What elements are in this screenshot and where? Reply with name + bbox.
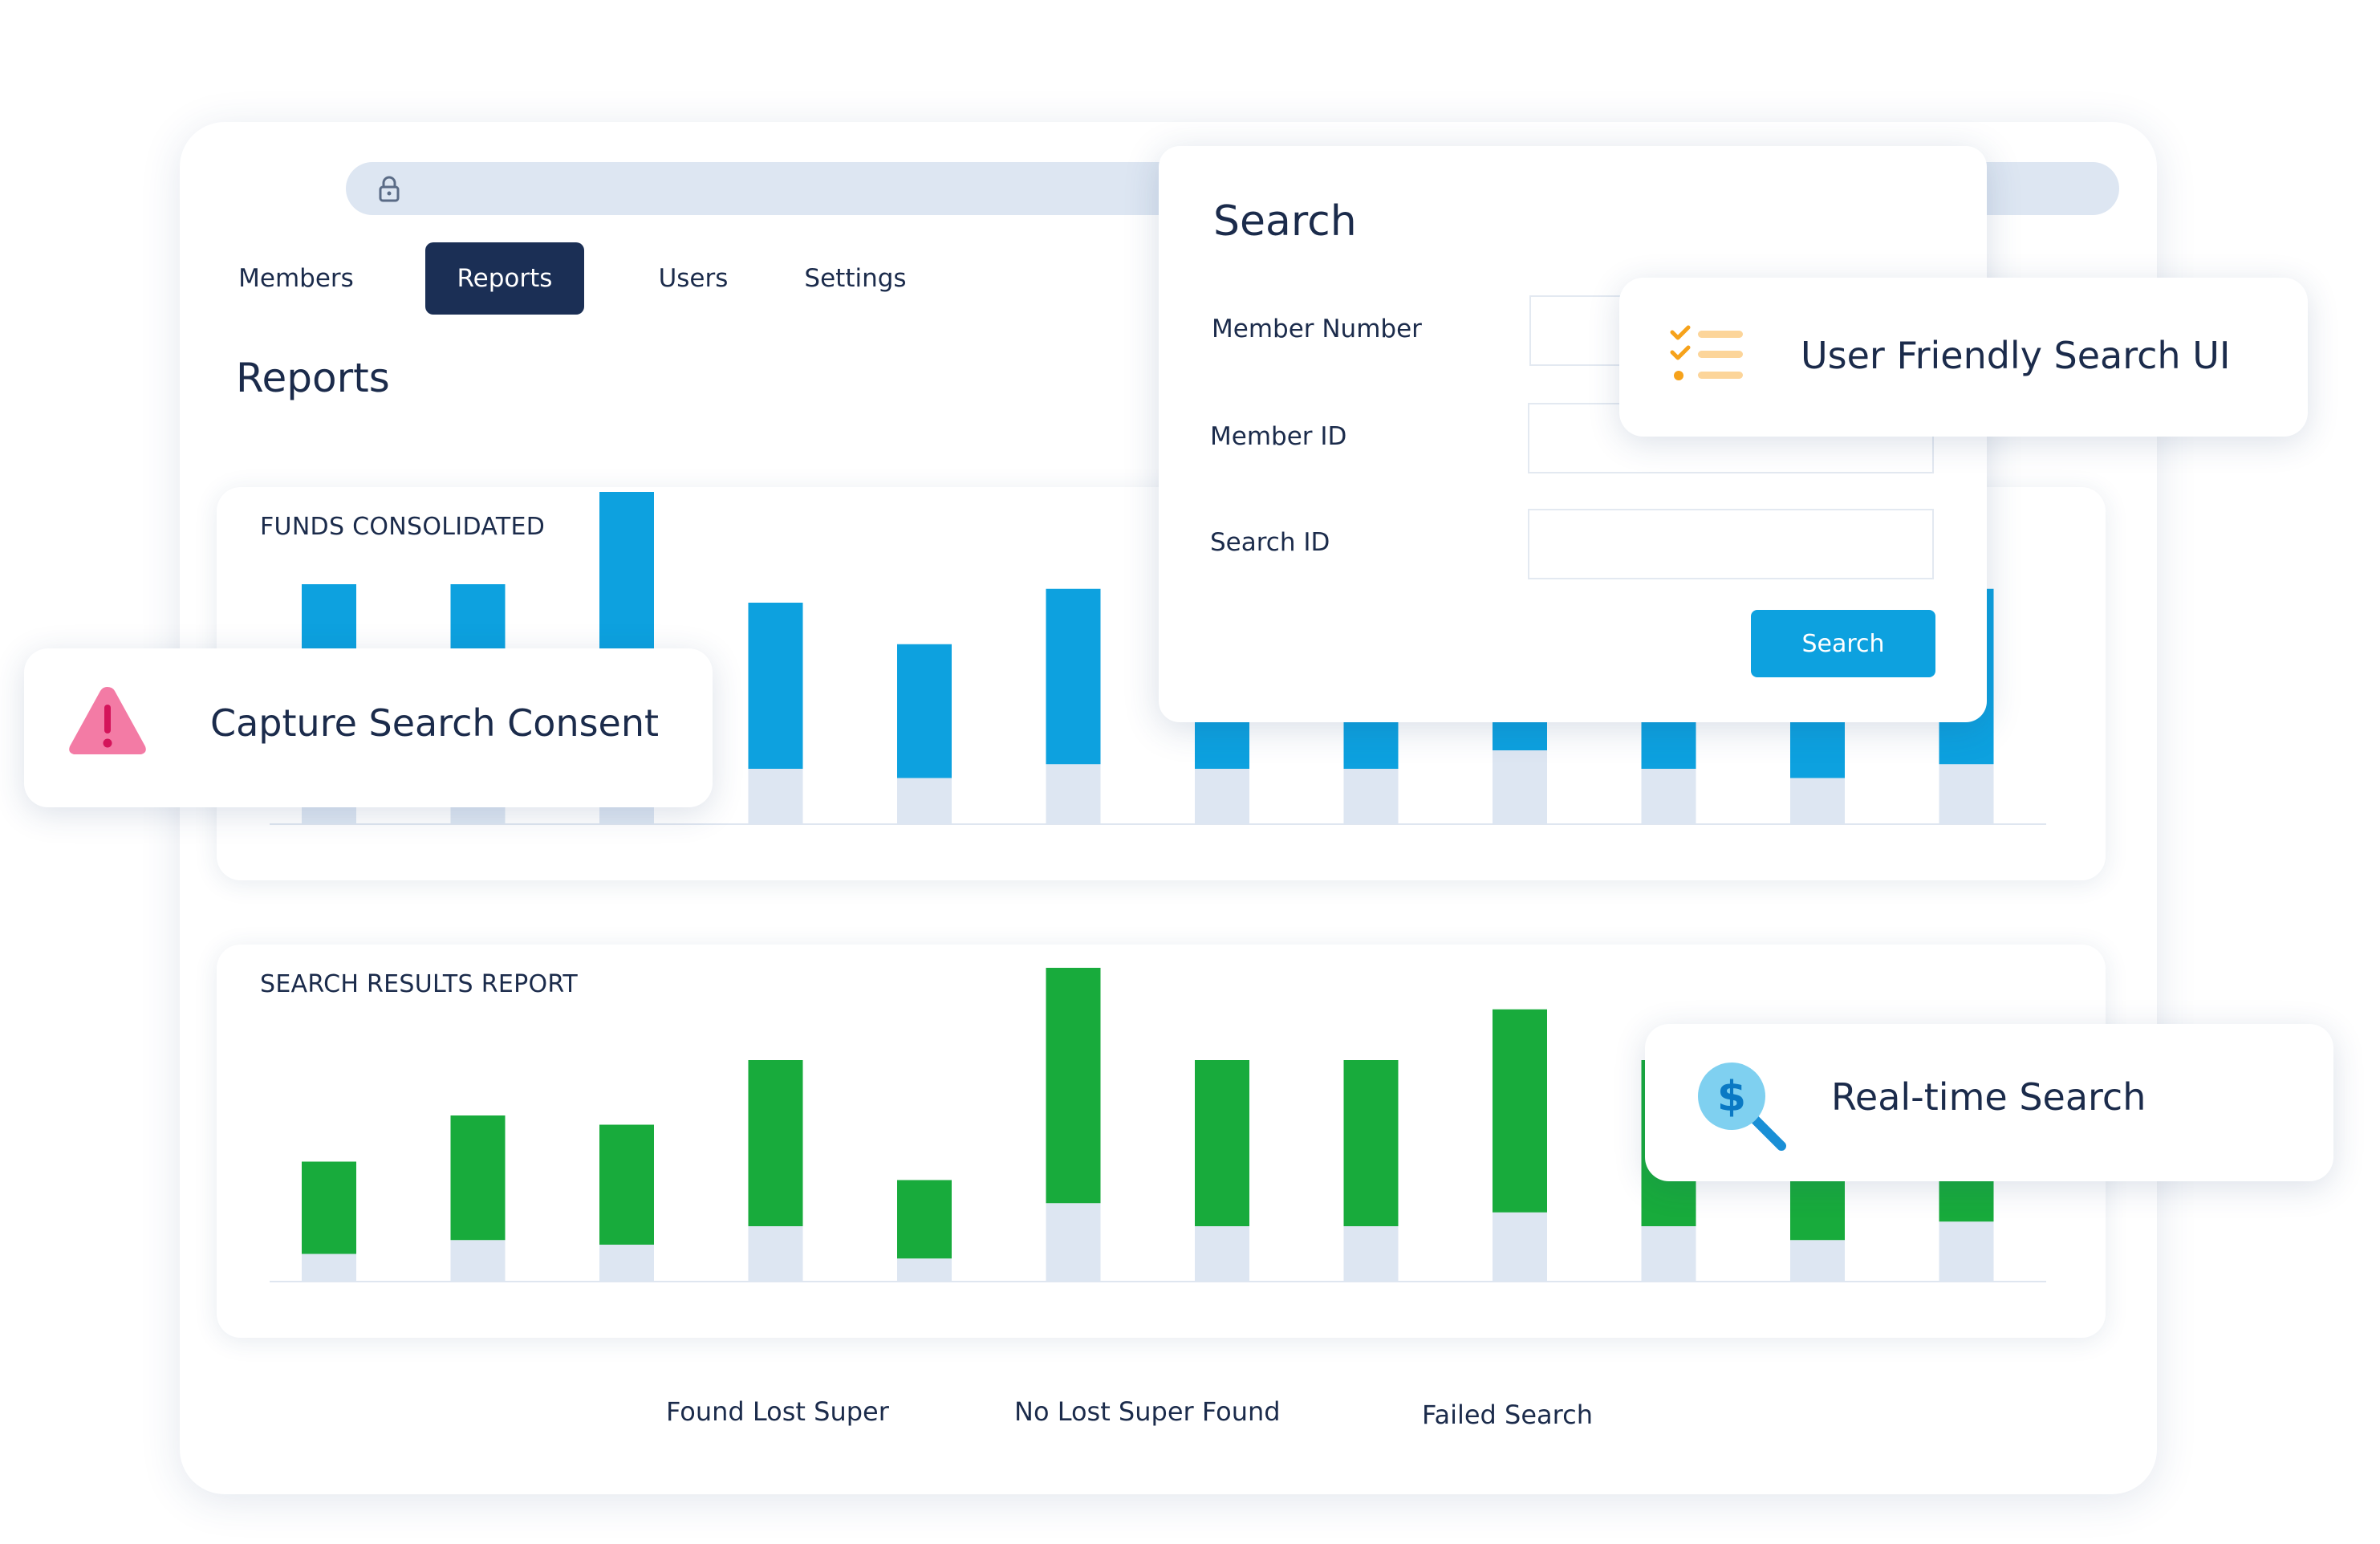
funds-bar-top-6 — [1046, 588, 1101, 765]
search-id-label: Search ID — [1210, 528, 1330, 557]
warning-triangle-icon — [69, 687, 146, 754]
results-bar-top-3 — [599, 1124, 654, 1245]
funds-bar-top-5 — [897, 644, 952, 778]
results-bar-top-9 — [1493, 1009, 1547, 1213]
results-bar-top-6 — [1046, 968, 1101, 1204]
funds-bar-base-5 — [897, 778, 952, 824]
results-bar-base-12 — [1939, 1221, 1994, 1282]
window-dot-navy — [229, 188, 244, 202]
funds-bar-base-9 — [1493, 750, 1547, 824]
results-bar-base-9 — [1493, 1212, 1547, 1282]
user-friendly-callout-text: User Friendly Search UI — [1801, 334, 2231, 377]
funds-bar-base-10 — [1641, 769, 1696, 824]
window-dot-cyan — [290, 188, 305, 202]
results-bar-top-5 — [897, 1180, 952, 1259]
search-button[interactable]: Search — [1751, 610, 1935, 677]
realtime-callout: $ Real-time Search — [1645, 1024, 2333, 1181]
legend-item-found-lost-super: Found Lost Super — [666, 1396, 889, 1427]
search-id-input[interactable] — [1528, 509, 1934, 579]
funds-chart-title: FUNDS CONSOLIDATED — [260, 513, 546, 541]
results-bar-top-4 — [748, 1060, 803, 1226]
results-bar-base-6 — [1046, 1203, 1101, 1282]
results-bar-base-2 — [450, 1240, 506, 1282]
consent-callout: Capture Search Consent — [24, 648, 713, 807]
member-id-label: Member ID — [1210, 422, 1347, 451]
user-friendly-callout: User Friendly Search UI — [1619, 278, 2308, 437]
lock-icon — [379, 176, 400, 202]
checklist-icon — [1670, 325, 1743, 380]
results-bar-top-8 — [1343, 1060, 1399, 1226]
funds-bar-base-6 — [1046, 764, 1101, 824]
tab-users[interactable]: Users — [658, 264, 729, 293]
results-bar-base-8 — [1343, 1226, 1399, 1282]
realtime-callout-text: Real-time Search — [1831, 1075, 2146, 1119]
window-dot-blue — [260, 188, 274, 202]
results-bar-base-1 — [302, 1253, 356, 1282]
dollar-search-icon: $ — [1698, 1063, 1786, 1151]
results-chart-title: SEARCH RESULTS REPORT — [260, 970, 578, 998]
results-bar-base-7 — [1195, 1226, 1249, 1282]
tab-reports[interactable]: Reports — [425, 242, 584, 315]
tab-members[interactable]: Members — [238, 264, 354, 293]
funds-bar-base-4 — [748, 769, 803, 824]
consent-callout-text: Capture Search Consent — [210, 701, 660, 745]
page-title: Reports — [236, 355, 390, 401]
results-bar-top-7 — [1195, 1060, 1249, 1226]
funds-bar-base-12 — [1939, 764, 1994, 824]
tab-settings[interactable]: Settings — [804, 264, 907, 293]
svg-text:$: $ — [1717, 1073, 1746, 1121]
results-bar-base-3 — [599, 1245, 654, 1282]
funds-bar-base-7 — [1195, 769, 1249, 824]
funds-bar-base-8 — [1343, 769, 1399, 824]
search-card-title: Search — [1213, 197, 1357, 246]
legend-item-no-lost-super-found: No Lost Super Found — [1014, 1396, 1281, 1427]
results-bar-base-11 — [1790, 1240, 1845, 1282]
results-bar-base-4 — [748, 1226, 803, 1282]
funds-bar-top-4 — [748, 603, 803, 769]
funds-bar-base-11 — [1790, 778, 1845, 824]
member-number-label: Member Number — [1212, 315, 1422, 343]
results-bar-top-1 — [302, 1161, 356, 1254]
results-bar-base-10 — [1641, 1226, 1696, 1282]
results-bar-base-5 — [897, 1258, 952, 1282]
legend-item-failed-search: Failed Search — [1422, 1400, 1593, 1430]
results-bar-top-2 — [450, 1115, 506, 1241]
